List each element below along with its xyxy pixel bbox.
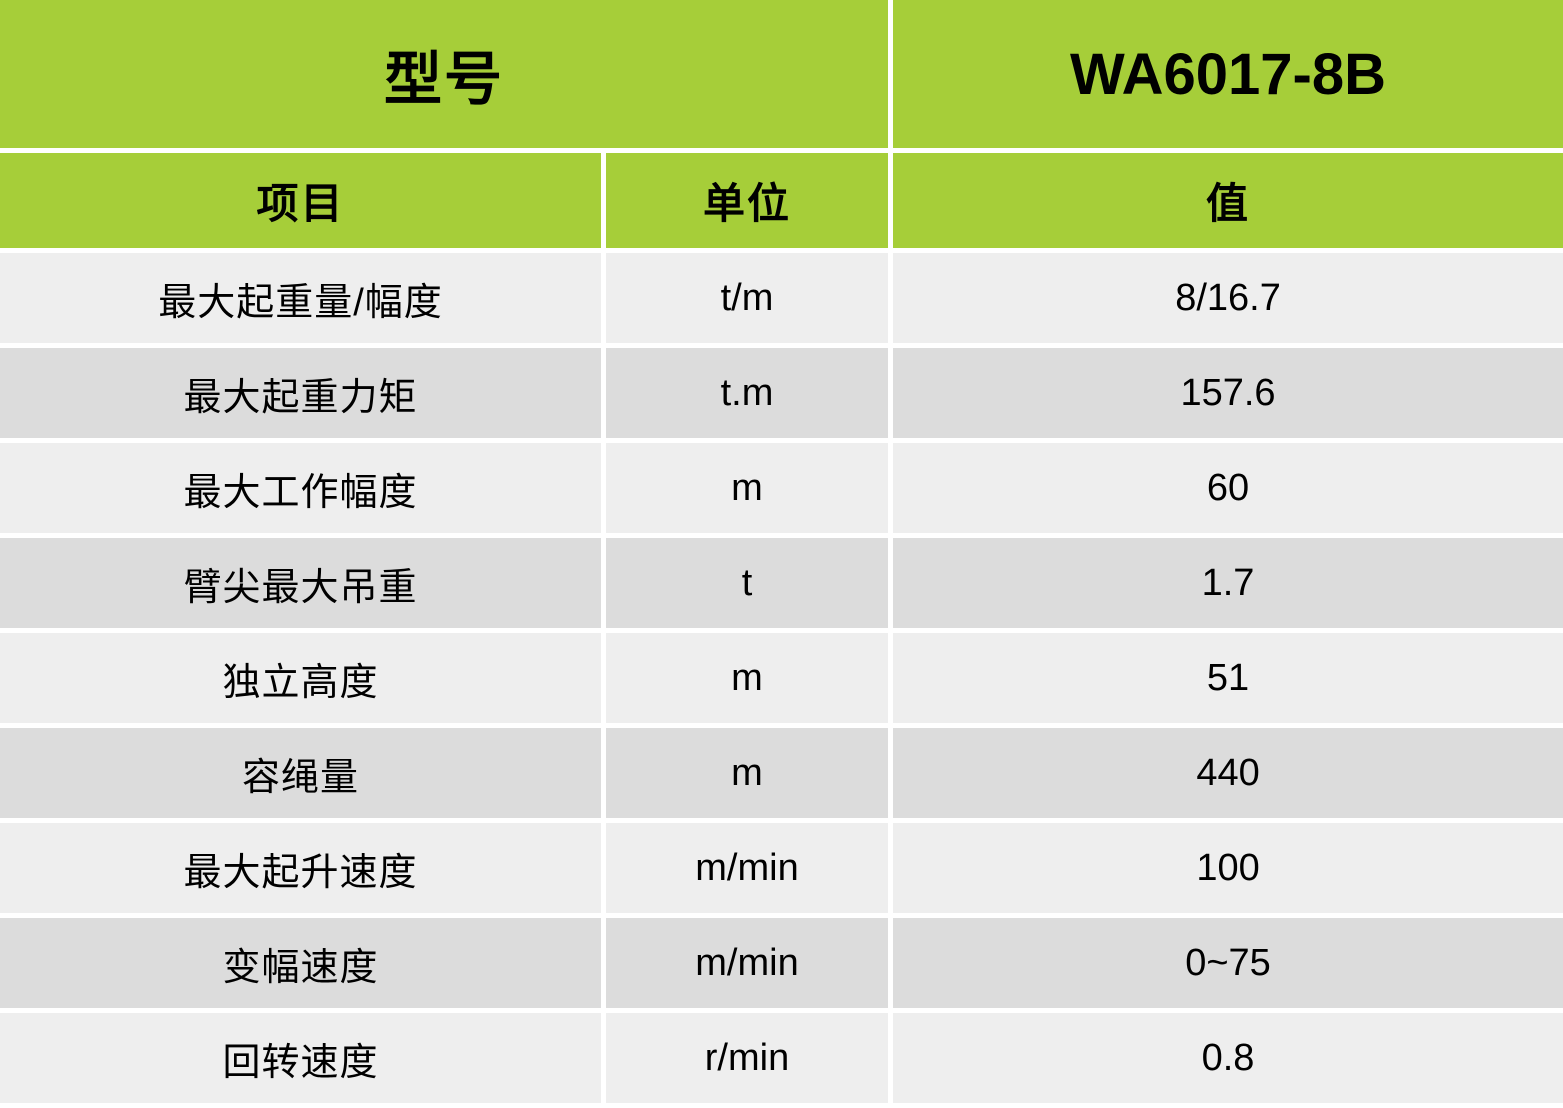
table-row: 最大起重量/幅度 t/m 8/16.7: [0, 253, 1563, 348]
model-number-value: WA6017-8B: [893, 0, 1563, 153]
row-unit-value: m: [606, 633, 894, 728]
model-title-label: 型号: [0, 0, 894, 153]
row-item-label: 最大起升速度: [0, 823, 606, 918]
table-row: 臂尖最大吊重 t 1.7: [0, 538, 1563, 633]
row-unit-value: r/min: [606, 1013, 894, 1108]
table-row: 回转速度 r/min 0.8: [0, 1013, 1563, 1108]
row-value: 440: [893, 728, 1563, 823]
row-item-label: 回转速度: [0, 1013, 606, 1108]
column-header-item: 项目: [0, 153, 606, 253]
row-item-label: 最大起重量/幅度: [0, 253, 606, 348]
row-item-label: 最大起重力矩: [0, 348, 606, 443]
row-unit-value: t.m: [606, 348, 894, 443]
row-unit-value: m/min: [606, 918, 894, 1013]
row-value: 1.7: [893, 538, 1563, 633]
row-item-label: 独立高度: [0, 633, 606, 728]
row-unit-value: m: [606, 443, 894, 538]
table-row: 容绳量 m 440: [0, 728, 1563, 823]
row-unit-value: m: [606, 728, 894, 823]
table-row: 最大工作幅度 m 60: [0, 443, 1563, 538]
row-value: 8/16.7: [893, 253, 1563, 348]
row-unit-value: m/min: [606, 823, 894, 918]
column-header-value: 值: [893, 153, 1563, 253]
row-item-label: 变幅速度: [0, 918, 606, 1013]
row-value: 0.8: [893, 1013, 1563, 1108]
column-header-unit: 单位: [606, 153, 894, 253]
row-unit-value: t/m: [606, 253, 894, 348]
row-item-label: 容绳量: [0, 728, 606, 823]
table-title-row: 型号 WA6017-8B: [0, 0, 1563, 153]
row-value: 0~75: [893, 918, 1563, 1013]
row-value: 60: [893, 443, 1563, 538]
row-item-label: 最大工作幅度: [0, 443, 606, 538]
row-unit-value: t: [606, 538, 894, 633]
table-header-row: 项目 单位 值: [0, 153, 1563, 253]
table-row: 变幅速度 m/min 0~75: [0, 918, 1563, 1013]
row-value: 157.6: [893, 348, 1563, 443]
row-item-label: 臂尖最大吊重: [0, 538, 606, 633]
row-value: 51: [893, 633, 1563, 728]
table-row: 独立高度 m 51: [0, 633, 1563, 728]
table-row: 最大起升速度 m/min 100: [0, 823, 1563, 918]
table-row: 最大起重力矩 t.m 157.6: [0, 348, 1563, 443]
row-value: 100: [893, 823, 1563, 918]
